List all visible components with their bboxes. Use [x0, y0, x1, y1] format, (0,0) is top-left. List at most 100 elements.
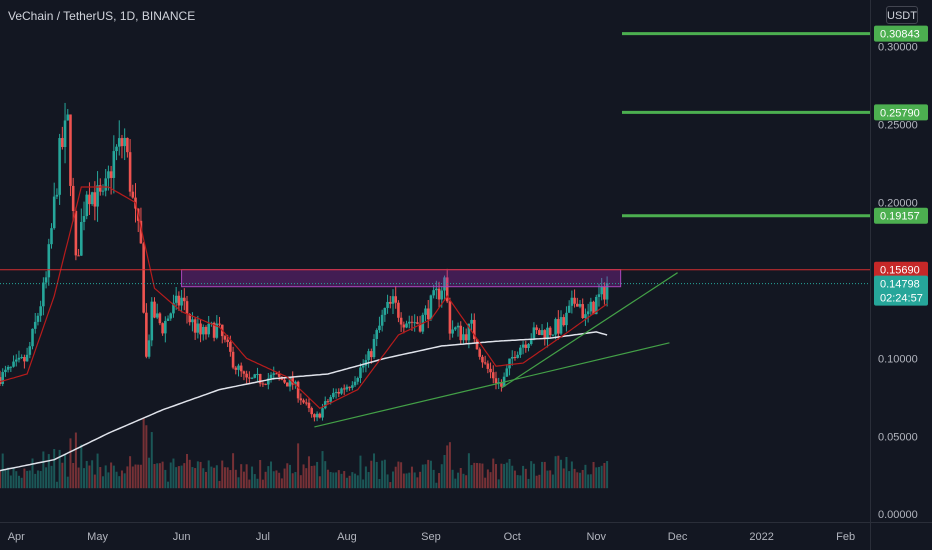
candle-body — [367, 351, 370, 361]
volume-bar — [53, 449, 56, 489]
candle-body — [253, 374, 257, 378]
candle-body — [519, 347, 522, 355]
volume-bar — [565, 456, 568, 489]
volume-bar — [503, 464, 506, 489]
candle-body — [467, 323, 471, 341]
candle-body — [402, 324, 406, 328]
volume-bar — [7, 467, 10, 489]
volume-bar — [188, 459, 191, 489]
candle-body — [109, 171, 113, 178]
candle-body — [557, 319, 560, 334]
volume-bar — [584, 464, 587, 489]
candle-body — [516, 354, 519, 358]
volume-bar — [91, 460, 94, 489]
volume-bar — [549, 470, 552, 489]
candle-body — [145, 312, 148, 357]
volume-bar — [101, 476, 104, 489]
volume-bar — [69, 438, 72, 489]
candle-body — [451, 329, 454, 334]
volume-bar — [42, 451, 45, 489]
volume-bar — [324, 461, 327, 489]
volume-bar — [522, 465, 525, 489]
candle-body — [98, 185, 102, 192]
candle-body — [234, 367, 238, 370]
candle-body — [394, 296, 398, 303]
candle-body — [17, 357, 21, 360]
volume-bar — [55, 481, 58, 489]
volume-bar — [462, 473, 465, 489]
volume-bar — [427, 459, 430, 489]
candle-body — [337, 391, 341, 394]
x-tick-label: Aug — [337, 531, 357, 543]
volume-bar — [519, 475, 522, 489]
candle-body — [600, 286, 603, 295]
candle-body — [562, 317, 566, 326]
candle-body — [47, 244, 51, 278]
candle-body — [589, 301, 593, 312]
candle-body — [25, 354, 29, 362]
candle-body — [361, 365, 365, 368]
x-tick-label: Apr — [8, 531, 25, 543]
candle-body — [172, 302, 175, 314]
candle-body — [44, 277, 48, 283]
volume-bar — [448, 442, 451, 489]
candle-body — [470, 319, 473, 324]
candle-body — [546, 327, 549, 340]
candle-body — [201, 326, 205, 335]
volume-bar — [459, 468, 462, 489]
volume-bar — [50, 465, 53, 489]
candle-body — [275, 373, 278, 375]
ma-fast-line — [0, 186, 608, 410]
y-tick-label: 0.10000 — [878, 353, 918, 365]
candle-body — [478, 349, 482, 357]
volume-bar — [454, 478, 457, 489]
candle-body — [538, 330, 541, 335]
volume-bar — [61, 462, 64, 489]
volume-bar — [532, 463, 535, 489]
volume-bar — [489, 472, 492, 489]
volume-bar — [34, 473, 37, 489]
volume-bar — [494, 464, 497, 489]
volume-bar — [511, 465, 514, 489]
candle-body — [112, 151, 116, 178]
volume-bar — [416, 477, 419, 489]
candle-body — [180, 297, 183, 306]
candle-body — [494, 378, 498, 384]
x-tick-label: Jun — [173, 531, 191, 543]
candle-body — [313, 414, 316, 418]
candle-body — [117, 138, 121, 147]
candle-body — [36, 315, 40, 322]
candle-body — [567, 305, 571, 313]
candle-body — [448, 301, 452, 334]
candle-body — [283, 379, 286, 383]
candle-body — [196, 323, 200, 333]
currency-button[interactable]: USDT — [886, 6, 918, 24]
volume-bar — [39, 471, 42, 489]
candle-body — [1, 372, 5, 384]
volume-bar — [321, 451, 324, 489]
volume-bar — [391, 471, 394, 489]
candle-body — [307, 402, 311, 409]
volume-bar — [560, 459, 563, 489]
volume-bar — [568, 471, 571, 489]
x-tick-label: Dec — [668, 531, 688, 543]
volume-bar — [204, 471, 207, 489]
volume-bar — [546, 470, 549, 489]
candle-body — [69, 114, 72, 186]
volume-bar — [294, 472, 297, 489]
volume-bar — [302, 464, 305, 489]
candle-body — [554, 319, 557, 335]
volume-bar — [348, 475, 351, 489]
volume-bar — [80, 444, 83, 489]
candle-body — [294, 381, 297, 385]
volume-bar — [104, 465, 107, 489]
volume-bar — [476, 462, 479, 489]
candle-body — [52, 196, 56, 229]
candle-body — [416, 322, 419, 324]
candle-body — [418, 323, 422, 332]
volume-bar — [107, 472, 110, 489]
candle-body — [475, 339, 479, 350]
volume-bar — [286, 463, 289, 489]
candle-body — [229, 341, 232, 352]
